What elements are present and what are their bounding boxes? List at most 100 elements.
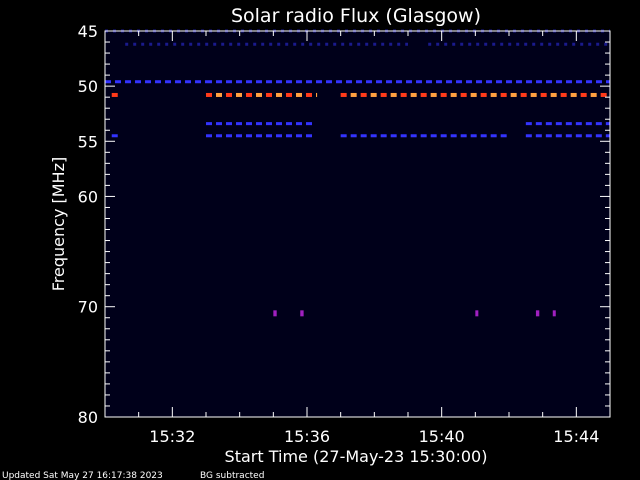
- band-dash: [296, 92, 302, 97]
- band-dash: [486, 80, 492, 84]
- band-dash: [450, 134, 457, 138]
- band-dash: [526, 80, 532, 84]
- emission-band-segment: [111, 134, 118, 138]
- y-tick-label: 55: [78, 132, 98, 151]
- band-dash: [580, 42, 584, 46]
- band-dash: [325, 42, 329, 46]
- emission-band-segment: [428, 42, 608, 46]
- y-tick-label: 45: [78, 22, 98, 41]
- band-dash: [605, 122, 610, 126]
- band-dash: [216, 134, 222, 138]
- band-dash: [221, 42, 225, 46]
- emission-band-segment: [105, 80, 206, 84]
- band-dash: [476, 80, 482, 84]
- band-dash: [496, 80, 502, 84]
- band-dash: [340, 92, 347, 97]
- band-dash: [246, 80, 252, 84]
- band-dash: [216, 92, 222, 97]
- band-dash: [216, 122, 222, 126]
- band-dash: [276, 134, 282, 138]
- band-dash: [181, 42, 185, 46]
- band-dash: [216, 80, 222, 84]
- band-dash: [535, 134, 542, 138]
- band-dash: [253, 42, 257, 46]
- band-dash: [165, 80, 171, 84]
- band-dash: [416, 80, 422, 84]
- band-dash: [246, 122, 252, 126]
- band-dash: [189, 42, 193, 46]
- band-dash: [256, 122, 262, 126]
- band-dash: [213, 42, 217, 46]
- band-dash: [285, 42, 289, 46]
- band-dash: [530, 92, 537, 97]
- band-dash: [141, 42, 145, 46]
- band-dash: [556, 42, 560, 46]
- band-dash: [286, 92, 292, 97]
- band-dash: [360, 134, 367, 138]
- band-dash: [326, 80, 332, 84]
- band-dash: [430, 134, 437, 138]
- band-dash: [341, 42, 345, 46]
- band-dash: [276, 92, 282, 97]
- band-dash: [269, 42, 273, 46]
- chart-title: Solar radio Flux (Glasgow): [231, 5, 481, 27]
- band-dash: [386, 80, 392, 84]
- band-dash: [206, 122, 212, 126]
- band-dash: [500, 92, 507, 97]
- band-dash: [468, 42, 472, 46]
- band-dash: [286, 122, 292, 126]
- emission-band-segment: [206, 92, 318, 97]
- band-dash: [396, 80, 402, 84]
- emission-band-segment: [206, 134, 312, 138]
- band-dash: [236, 134, 242, 138]
- emission-band-segment: [206, 122, 312, 126]
- emission-band-segment: [340, 92, 607, 97]
- band-dash: [564, 42, 568, 46]
- emission-band-segment: [525, 122, 610, 126]
- band-dash: [480, 134, 487, 138]
- band-dash: [206, 134, 212, 138]
- band-dash: [410, 134, 417, 138]
- y-tick-label: 80: [78, 408, 98, 427]
- band-dash: [135, 80, 141, 84]
- band-dash: [301, 42, 305, 46]
- band-dash: [390, 92, 397, 97]
- band-dash: [576, 80, 582, 84]
- band-dash: [236, 122, 242, 126]
- band-dash: [165, 42, 169, 46]
- band-dash: [400, 92, 407, 97]
- band-dash: [452, 42, 456, 46]
- band-dash: [575, 122, 582, 126]
- band-dash: [585, 134, 592, 138]
- emission-spot: [273, 310, 277, 317]
- band-dash: [226, 92, 232, 97]
- y-tick-label: 70: [78, 298, 98, 317]
- band-dash: [536, 80, 542, 84]
- band-dash: [492, 42, 496, 46]
- band-dash: [397, 42, 401, 46]
- band-dash: [373, 42, 377, 46]
- band-dash: [426, 80, 432, 84]
- band-dash: [237, 42, 241, 46]
- band-dash: [540, 42, 544, 46]
- band-dash: [420, 92, 427, 97]
- band-dash: [545, 134, 552, 138]
- band-dash: [346, 80, 352, 84]
- band-dash: [524, 42, 528, 46]
- band-dash: [480, 92, 487, 97]
- band-dash: [525, 134, 532, 138]
- band-dash: [149, 42, 153, 46]
- band-dash: [566, 80, 572, 84]
- band-dash: [306, 92, 312, 97]
- band-dash: [357, 42, 361, 46]
- band-dash: [236, 92, 242, 97]
- x-tick-label: 15:36: [284, 427, 330, 446]
- band-dash: [466, 80, 472, 84]
- band-dash: [340, 134, 347, 138]
- band-dash: [565, 134, 572, 138]
- band-dash: [572, 42, 576, 46]
- band-dash: [229, 42, 233, 46]
- band-dash: [316, 80, 322, 84]
- band-dash: [604, 42, 608, 46]
